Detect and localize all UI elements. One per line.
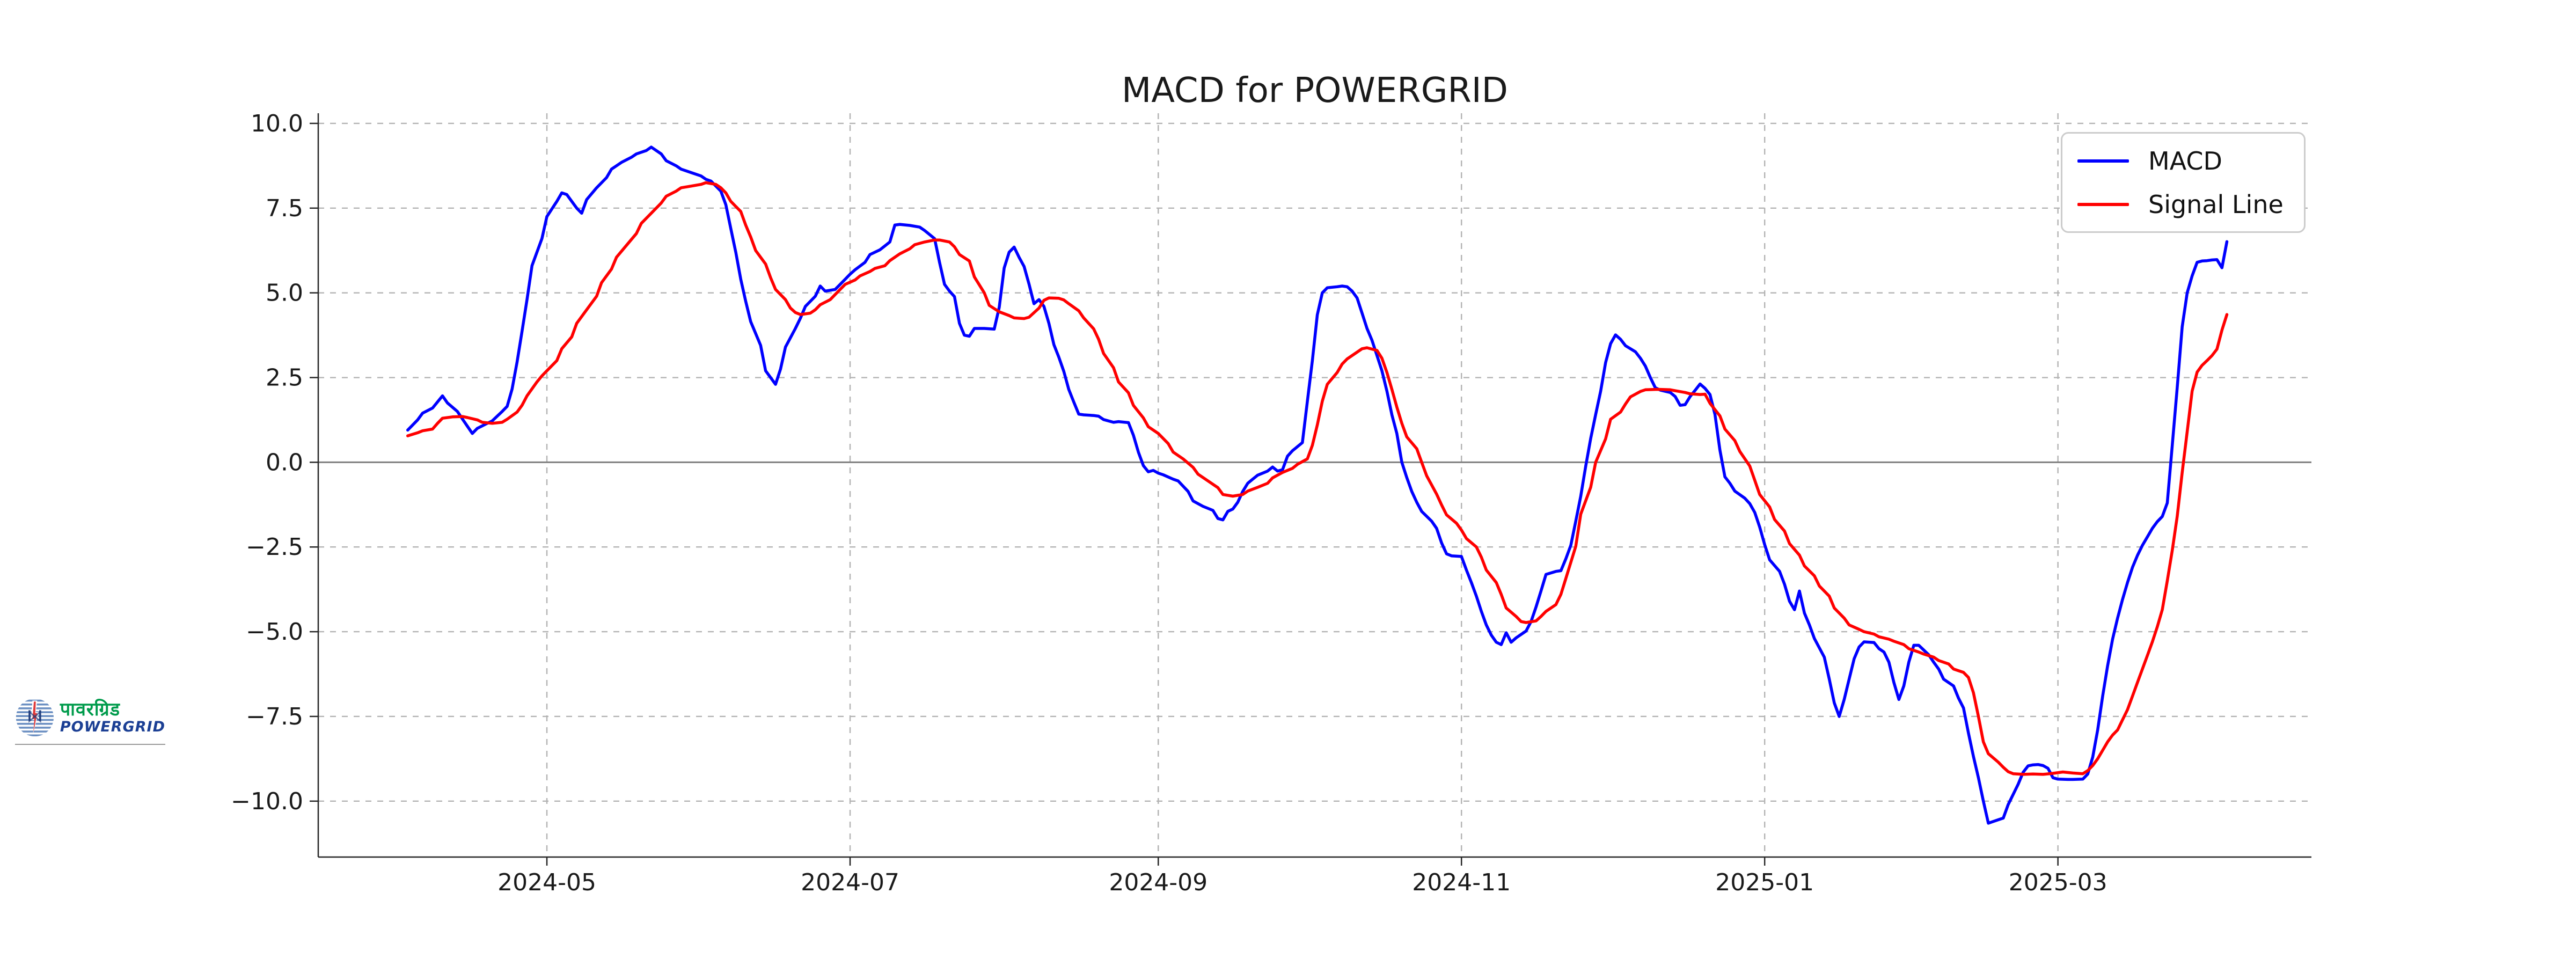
powergrid-latin-wordmark: POWERGRID [60, 718, 165, 735]
series-macd [406, 145, 2229, 825]
y-tick-label: 7.5 [266, 195, 303, 222]
y-tick-label: −5.0 [246, 618, 303, 646]
legend-label-signal: Signal Line [2148, 189, 2284, 219]
x-tick-label: 2024-11 [1412, 869, 1511, 896]
chart-title: MACD for POWERGRID [1122, 71, 1508, 111]
y-tick-label: 0.0 [266, 449, 303, 476]
x-tick-label: 2025-01 [1715, 869, 1814, 896]
y-tick-label: −10.0 [231, 788, 303, 815]
x-tick-label: 2025-03 [2009, 869, 2107, 896]
powergrid-globe-icon [16, 698, 54, 737]
signal-line-swatch [2077, 202, 2129, 206]
legend-item-signal: Signal Line [2077, 190, 2289, 219]
y-tick-label: 10.0 [251, 110, 303, 137]
gridlines [318, 113, 2311, 857]
powergrid-logo: पावरग्रिड POWERGRID [15, 696, 165, 745]
x-tick-label: 2024-09 [1109, 869, 1208, 896]
macd-line-swatch [2077, 159, 2129, 163]
y-tick-label: −2.5 [246, 533, 303, 561]
axis-tick-labels: 10.0 7.5 5.0 2.5 0.0 −2.5 −5.0 −7.5 −10.0 2024-05… [231, 110, 2107, 896]
powergrid-hindi-wordmark: पावरग्रिड [60, 698, 120, 720]
axes-spines [317, 113, 2311, 858]
y-tick-label: 2.5 [266, 364, 303, 392]
x-tick-label: 2024-05 [497, 869, 596, 896]
legend-item-macd: MACD [2077, 147, 2289, 175]
chart-legend: MACD Signal Line [2061, 132, 2306, 233]
axis-ticks [310, 122, 2059, 866]
legend-label-macd: MACD [2148, 146, 2222, 175]
y-tick-label: 5.0 [266, 280, 303, 307]
data-series [406, 145, 2229, 825]
y-tick-label: −7.5 [246, 703, 303, 730]
powergrid-wordmarks: पावरग्रिड POWERGRID [60, 700, 165, 735]
series-signal-line [406, 181, 2229, 776]
x-tick-label: 2024-07 [801, 869, 899, 896]
